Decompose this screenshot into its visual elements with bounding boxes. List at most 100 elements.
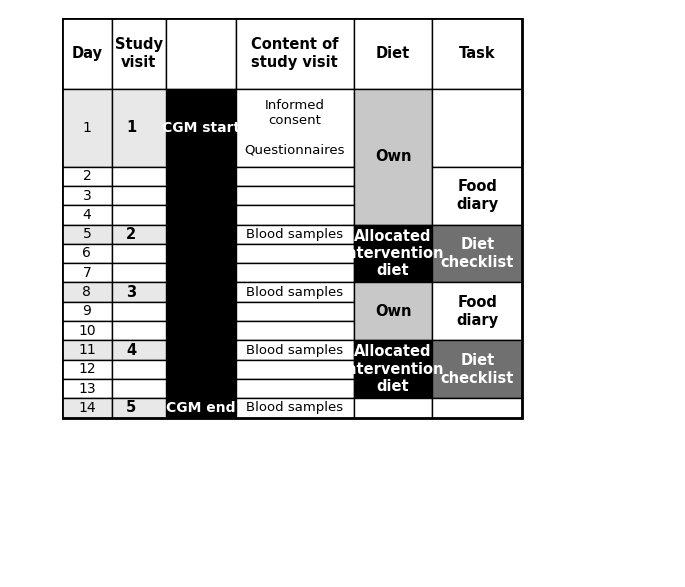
Text: Blood samples: Blood samples: [246, 343, 343, 356]
Text: 3: 3: [126, 285, 136, 299]
Bar: [62, 89, 112, 167]
Bar: [236, 399, 353, 418]
Text: Food
diary: Food diary: [456, 295, 499, 328]
Bar: [236, 205, 353, 225]
Bar: [112, 167, 166, 186]
Text: CGM end: CGM end: [166, 401, 236, 415]
Bar: [236, 360, 353, 379]
Bar: [432, 18, 522, 89]
Bar: [432, 282, 522, 340]
Bar: [432, 399, 522, 418]
Text: 2: 2: [83, 169, 91, 183]
Text: 2: 2: [126, 227, 136, 242]
Text: Informed
consent

Questionnaires: Informed consent Questionnaires: [245, 99, 345, 157]
Bar: [62, 244, 112, 263]
Bar: [353, 282, 432, 340]
Text: Blood samples: Blood samples: [246, 228, 343, 241]
Bar: [112, 302, 166, 321]
Text: Food
diary: Food diary: [456, 180, 499, 212]
Bar: [112, 186, 166, 205]
Bar: [62, 263, 112, 282]
Bar: [236, 244, 353, 263]
Bar: [236, 321, 353, 340]
Bar: [432, 225, 522, 282]
Text: 9: 9: [82, 305, 91, 318]
Bar: [236, 263, 353, 282]
Text: Content of
study visit: Content of study visit: [251, 38, 338, 70]
Bar: [112, 379, 166, 399]
Bar: [112, 18, 166, 89]
Bar: [62, 302, 112, 321]
Bar: [236, 18, 353, 89]
Bar: [62, 379, 112, 399]
Bar: [432, 89, 522, 167]
Bar: [62, 340, 112, 360]
Bar: [112, 263, 166, 282]
Bar: [62, 18, 112, 89]
Bar: [432, 340, 522, 399]
Text: 1: 1: [82, 121, 91, 135]
Text: CGM start: CGM start: [162, 121, 240, 135]
Bar: [62, 18, 522, 418]
Bar: [353, 399, 432, 418]
Bar: [236, 89, 353, 167]
Bar: [236, 302, 353, 321]
Bar: [62, 399, 112, 418]
Bar: [236, 379, 353, 399]
Text: Blood samples: Blood samples: [246, 402, 343, 414]
Text: Diet
checklist: Diet checklist: [440, 237, 514, 269]
Bar: [236, 225, 353, 244]
Text: 1: 1: [126, 120, 136, 136]
Bar: [112, 340, 166, 360]
Text: 14: 14: [78, 401, 96, 415]
Bar: [353, 18, 432, 89]
Bar: [353, 340, 432, 399]
Text: 7: 7: [83, 266, 91, 280]
Text: 3: 3: [83, 188, 91, 203]
Text: Diet
checklist: Diet checklist: [440, 353, 514, 386]
Bar: [112, 225, 166, 244]
Bar: [112, 244, 166, 263]
Bar: [236, 186, 353, 205]
Text: Blood samples: Blood samples: [246, 286, 343, 299]
Bar: [166, 18, 236, 89]
Bar: [112, 205, 166, 225]
Bar: [353, 89, 432, 225]
Text: 5: 5: [126, 400, 136, 416]
Text: Study
visit: Study visit: [115, 38, 163, 70]
Bar: [353, 225, 432, 282]
Bar: [62, 321, 112, 340]
Text: Own: Own: [375, 150, 411, 164]
Bar: [112, 399, 166, 418]
Text: Allocated
intervention
diet: Allocated intervention diet: [342, 345, 445, 394]
Text: Allocated
intervention
diet: Allocated intervention diet: [342, 228, 445, 278]
Text: 6: 6: [82, 247, 91, 261]
Text: Task: Task: [459, 46, 496, 61]
Text: 8: 8: [82, 285, 91, 299]
Bar: [112, 360, 166, 379]
Bar: [62, 167, 112, 186]
Bar: [62, 205, 112, 225]
Bar: [236, 167, 353, 186]
Bar: [236, 340, 353, 360]
Text: 4: 4: [83, 208, 91, 222]
Bar: [62, 360, 112, 379]
Bar: [236, 282, 353, 302]
Text: Own: Own: [375, 304, 411, 319]
Text: 13: 13: [78, 382, 96, 396]
Bar: [62, 225, 112, 244]
Text: 10: 10: [78, 324, 96, 338]
Bar: [112, 89, 166, 167]
Text: 12: 12: [78, 362, 96, 376]
Text: Day: Day: [71, 46, 103, 61]
Bar: [112, 321, 166, 340]
Bar: [432, 167, 522, 225]
Text: 5: 5: [83, 227, 91, 241]
Bar: [166, 89, 236, 418]
Text: Diet: Diet: [376, 46, 410, 61]
Text: 4: 4: [126, 343, 136, 357]
Bar: [62, 186, 112, 205]
Bar: [112, 282, 166, 302]
Bar: [62, 282, 112, 302]
Text: 11: 11: [78, 343, 96, 357]
